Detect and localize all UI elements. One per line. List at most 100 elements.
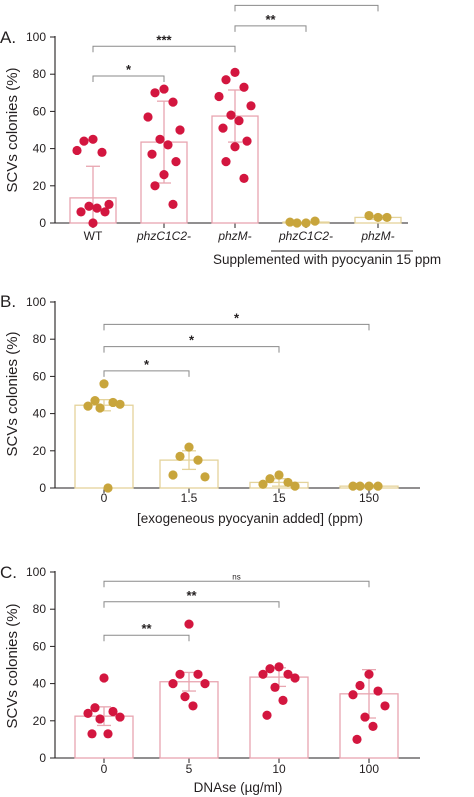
data-point [79,136,89,146]
data-point [103,729,113,739]
y-tick-label: 100 [26,30,46,44]
data-point [184,442,194,452]
panel-a-label: A. [0,28,16,47]
y-tick-label: 20 [33,714,47,728]
data-point [265,664,275,674]
y-tick-label: 0 [39,216,46,230]
panel-b-y-axis-label: SCVs colonies (%) [4,331,21,456]
panel-c-chart: C. SCVs colonies (%) DNAse (µg/ml) 0 20 40… [0,563,420,795]
data-point [84,201,94,211]
data-point [83,708,93,718]
data-point [92,203,102,213]
data-point [115,712,125,722]
panel-b-x-axis-label: [exogeneous pyocyanin added] (ppm) [137,511,363,526]
data-point [274,470,284,480]
significance-label: * [126,62,132,77]
data-point [364,669,374,679]
data-point [168,97,178,107]
data-point [115,399,125,409]
data-point [270,682,280,692]
data-point [301,218,311,228]
x-tick-label: phzM- [360,229,394,243]
data-point [310,216,320,226]
panel-c-label: C. [0,563,17,582]
significance-bracket [92,75,165,83]
data-point [150,181,160,191]
data-point [97,147,107,157]
x-tick-label: phzC1C2- [278,229,333,243]
y-tick-label: 20 [33,444,47,458]
x-tick-label: 150 [359,491,379,505]
data-point [239,173,249,183]
data-point [76,207,86,217]
data-point [171,157,181,167]
bar [159,681,219,759]
data-point [382,212,392,223]
data-point [373,481,383,491]
data-point [104,199,114,209]
y-tick-label: 40 [33,677,47,691]
data-point [292,218,302,228]
data-point [163,140,173,150]
significance-bracket [103,370,190,377]
data-point [368,721,378,731]
significance-bracket [103,601,280,608]
data-point [175,669,185,679]
data-point [226,110,236,120]
bar [74,404,134,489]
significance-bracket [103,580,370,588]
data-point [90,395,100,406]
data-point [103,483,113,493]
panel-b-label: B. [0,292,16,311]
data-point [221,75,231,85]
significance-label: ** [301,0,312,6]
significance-bracket [103,346,280,353]
data-point [188,701,198,711]
data-point [159,84,169,94]
data-point [262,710,272,720]
data-point [155,134,165,144]
data-point [283,669,293,679]
data-point [348,690,358,700]
data-point [175,451,185,461]
data-point [180,692,190,702]
data-point [184,619,194,629]
x-tick-label: 15 [272,491,286,505]
data-point [246,101,256,111]
data-point [242,136,252,146]
data-point [278,695,288,705]
x-tick-label: phzC1C2- [136,229,191,243]
data-point [99,379,109,389]
data-point [265,474,275,484]
data-point [143,112,153,122]
data-point [147,149,157,159]
data-point [168,470,178,480]
data-point [193,669,203,679]
data-point [100,207,110,217]
data-point [108,397,118,408]
panel-b-chart: B. SCVs colonies (%) [exogeneous pyocyan… [0,292,420,526]
significance-bracket [103,634,190,642]
y-tick-label: 60 [33,639,47,653]
y-tick-label: 100 [26,565,46,579]
data-point [355,680,365,691]
panel-a-chart: A. SCVs colonies (%) 0 20 40 60 80 100 WT phzC1… [0,0,441,267]
data-point [214,91,224,102]
data-point [88,134,98,144]
data-point [200,679,210,689]
data-point [285,217,295,227]
significance-label: * [234,310,240,325]
significance-bracket [103,323,370,331]
data-point [230,142,240,152]
data-point [99,673,109,683]
panel-c-x-axis-label: DNAse (µg/ml) [194,780,283,795]
data-point [175,125,185,135]
data-point [108,706,118,717]
significance-label: ** [265,12,276,27]
data-point [274,662,284,672]
data-point [200,472,210,482]
significance-label: ns [232,572,240,581]
x-tick-label: 10 [272,762,286,776]
x-tick-label: 5 [186,762,193,776]
